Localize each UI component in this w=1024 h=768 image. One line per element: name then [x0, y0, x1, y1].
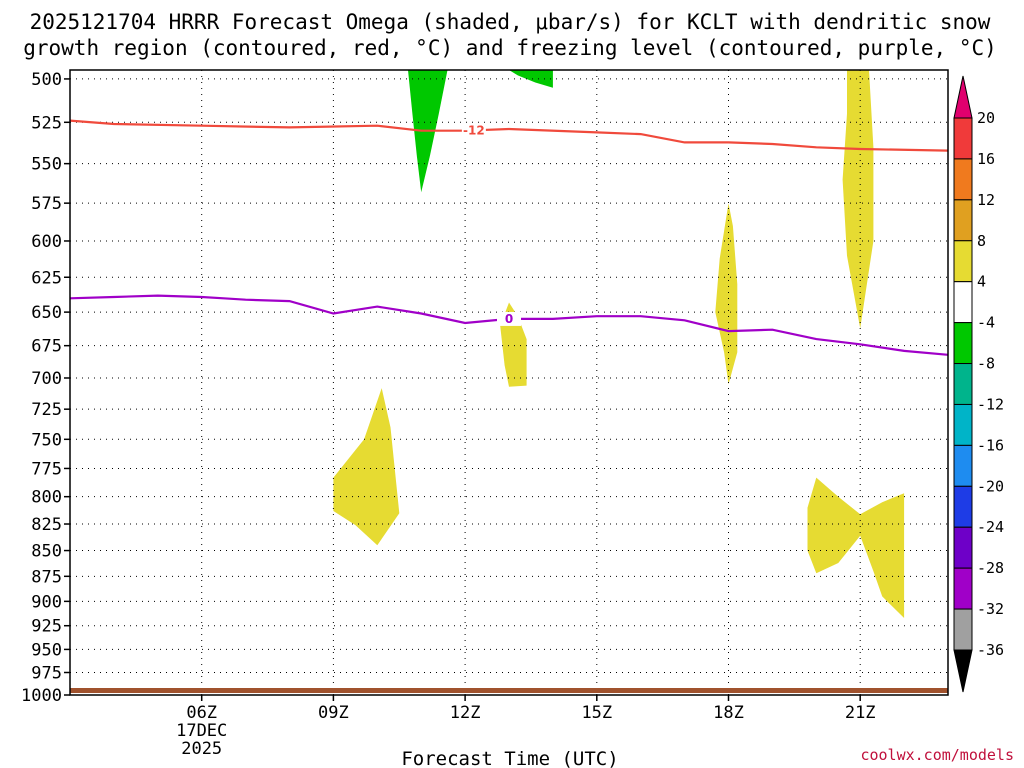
ground-bar [70, 688, 948, 693]
colorbar-segment-7 [953, 363, 973, 405]
y-tick-label-550: 550 [31, 155, 62, 175]
y-tick-label-825: 825 [31, 515, 62, 535]
x-tick-label-9: 09Z [318, 703, 349, 723]
x-tick-year-6: 2025 [181, 739, 222, 759]
omega-region-positive-3 [333, 388, 400, 546]
contour-line-2 [69, 294, 949, 356]
contour-label-2: 0 [505, 312, 513, 326]
y-tick-label-725: 725 [31, 400, 62, 420]
colorbar-segment-8 [953, 403, 973, 446]
colorbar-segment-11 [953, 526, 973, 569]
colorbar-label-6: -4 [977, 314, 995, 332]
x-tick-label-15: 15Z [581, 703, 612, 723]
y-tick-label-850: 850 [31, 542, 62, 562]
y-tick-label-1000: 1000 [21, 686, 62, 706]
colorbar-segment-12 [953, 567, 973, 610]
y-tick-label-625: 625 [31, 268, 62, 288]
colorbar-segment-1 [953, 117, 973, 160]
x-tick-label-18: 18Z [713, 703, 744, 723]
y-tick-label-775: 775 [31, 459, 62, 479]
y-tick-label-600: 600 [31, 232, 62, 252]
colorbar-label-2: 16 [977, 150, 995, 168]
colorbar-label-4: 8 [977, 232, 986, 250]
colorbar-segment-3 [953, 199, 973, 242]
contour-label-bg-1 [461, 123, 486, 138]
temperature-contours: -12 0 [69, 119, 949, 356]
watermark: coolwx.com/models [860, 746, 1014, 764]
contour-label-bg-2 [497, 311, 521, 326]
x-axis-label: Forecast Time (UTC) [401, 748, 618, 768]
omega-colorbar: 20 16 12 8 4 -4 -8 -12 -16 -20 -24 -28 -32 -36 [953, 75, 1004, 693]
colorbar-segment-10 [953, 485, 973, 528]
x-tick-label-21: 21Z [845, 703, 876, 723]
colorbar-label-3: 12 [977, 191, 995, 209]
colorbar-label-5: 4 [977, 273, 986, 291]
omega-shaded-regions [333, 70, 905, 618]
omega-region-negative-2 [509, 70, 553, 88]
contour-line-1 [69, 119, 949, 152]
colorbar-label-1: 20 [977, 109, 995, 127]
pressure-axis: 500 525 550 575 600 625 650 675 700 725 750 775 800 8… [21, 70, 70, 706]
x-tick-label-6: 06Z [186, 703, 217, 723]
x-tick-date-6: 17DEC [176, 721, 227, 741]
chart-title-line-1: 2025121704 HRRR Forecast Omega (shaded, … [30, 10, 991, 34]
y-tick-label-500: 500 [31, 70, 62, 90]
y-tick-label-575: 575 [31, 194, 62, 214]
colorbar-segment-6 [953, 322, 973, 365]
omega-region-positive-5 [715, 203, 738, 385]
colorbar-segment-4 [953, 240, 973, 283]
y-tick-label-800: 800 [31, 488, 62, 508]
plot-frame [69, 69, 949, 696]
colorbar-label-13: -32 [977, 600, 1004, 618]
colorbar-top-arrow [953, 75, 973, 119]
colorbar-segment-5 [953, 281, 973, 324]
y-tick-label-525: 525 [31, 113, 62, 133]
y-tick-label-950: 950 [31, 640, 62, 660]
x-tick-label-12: 12Z [450, 703, 481, 723]
y-tick-label-650: 650 [31, 303, 62, 323]
colorbar-label-9: -16 [977, 436, 1004, 454]
y-tick-label-700: 700 [31, 369, 62, 389]
colorbar-segment-13 [953, 608, 973, 651]
omega-region-positive-6 [842, 70, 874, 329]
y-tick-label-900: 900 [31, 592, 62, 612]
colorbar-label-12: -28 [977, 559, 1004, 577]
colorbar-segment-2 [953, 158, 973, 201]
chart-title-line-2: growth region (contoured, red, °C) and f… [23, 36, 997, 60]
colorbar-segment-9 [953, 444, 973, 487]
colorbar-bottom-arrow [953, 649, 973, 693]
y-tick-label-750: 750 [31, 430, 62, 450]
colorbar-label-8: -12 [977, 395, 1004, 413]
y-tick-label-975: 975 [31, 663, 62, 683]
colorbar-label-14: -36 [977, 641, 1004, 659]
y-tick-label-925: 925 [31, 617, 62, 637]
omega-region-positive-7 [807, 477, 905, 618]
colorbar-label-10: -20 [977, 477, 1004, 495]
ground-strip [70, 688, 948, 693]
contour-label-1: -12 [463, 123, 485, 137]
y-tick-label-875: 875 [31, 567, 62, 587]
y-tick-label-675: 675 [31, 337, 62, 357]
colorbar-label-7: -8 [977, 355, 995, 373]
colorbar-label-11: -24 [977, 518, 1004, 536]
